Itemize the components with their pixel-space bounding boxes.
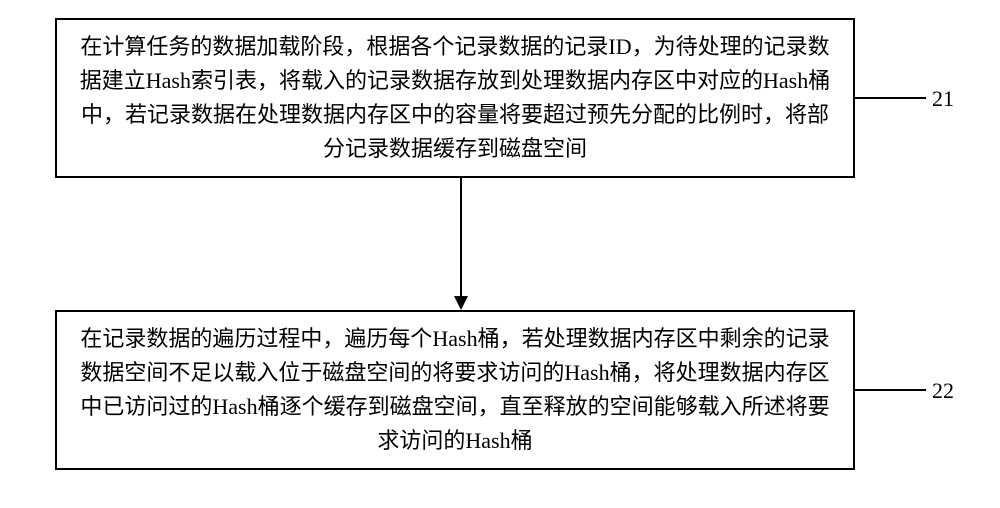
leader-line-21 — [855, 97, 926, 99]
flowchart-node-step21: 在计算任务的数据加载阶段，根据各个记录数据的记录ID，为待处理的记录数据建立Ha… — [55, 18, 855, 178]
flowchart-canvas: 在计算任务的数据加载阶段，根据各个记录数据的记录ID，为待处理的记录数据建立Ha… — [0, 0, 1000, 508]
flow-arrow-1 — [454, 178, 468, 310]
leader-line-22 — [855, 389, 926, 391]
flowchart-node-step22: 在记录数据的遍历过程中，遍历每个Hash桶，若处理数据内存区中剩余的记录数据空间… — [55, 310, 855, 470]
step-number-22: 22 — [932, 378, 954, 404]
step-number-21: 21 — [932, 86, 954, 112]
